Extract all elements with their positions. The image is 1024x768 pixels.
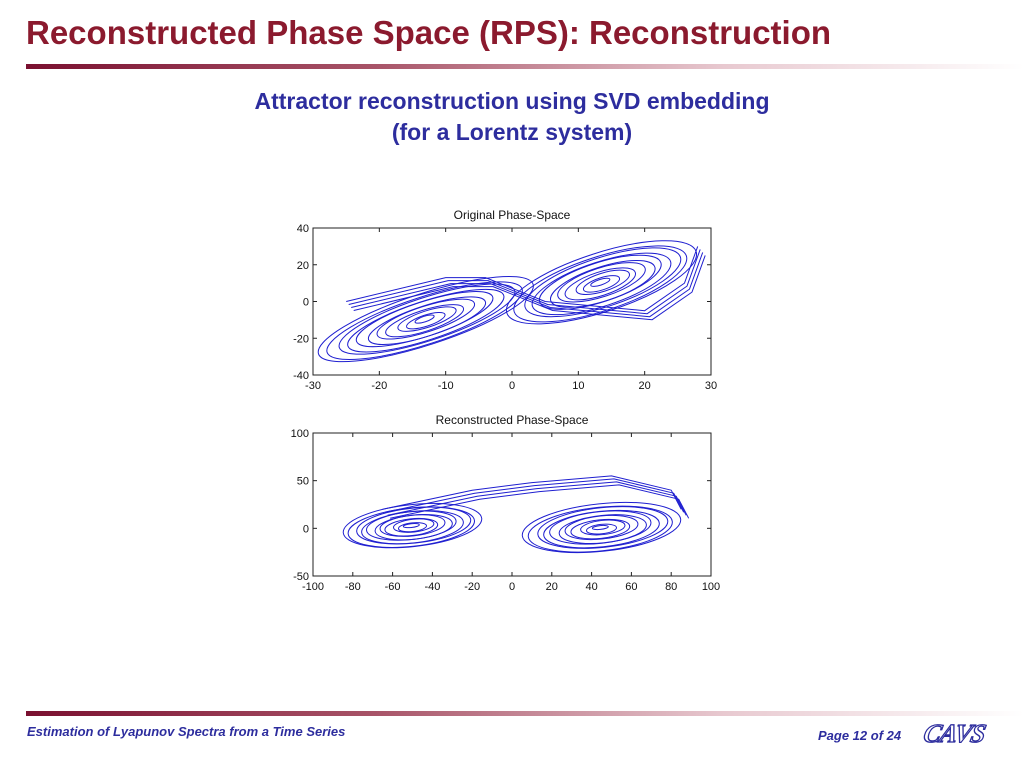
original-xtick-label-6: 30 [705, 380, 717, 392]
reconstructed-loop-1-0 [591, 524, 609, 531]
original-loop-1-9 [513, 245, 688, 323]
original-ytick-label-3: 20 [297, 260, 309, 272]
original-loop-0-10 [317, 276, 534, 363]
original-loop-1-10 [505, 240, 698, 325]
reconstructed-xtick-label-7: 40 [585, 581, 597, 593]
original-loop-1-8 [524, 247, 682, 318]
reconstructed-xtick-label-1: -80 [345, 581, 361, 593]
reconstructed-trajectory [342, 475, 690, 554]
original-bridge-strand-3 [353, 255, 706, 321]
reconstructed-xtick-label-4: -20 [464, 581, 480, 593]
original-xtick-label-2: -10 [438, 380, 454, 392]
reconstructed-ytick-label-1: 0 [303, 523, 309, 535]
original-bridge-strand-2 [351, 252, 704, 318]
reconstructed-loop-1-1 [585, 523, 618, 535]
subtitle-line-2: (for a Lorentz system) [391, 119, 633, 145]
reconstructed-xtick-label-5: 0 [509, 581, 515, 593]
original-loop-0-1 [406, 311, 446, 330]
reconstructed-loop-1-9 [527, 505, 673, 553]
original-ytick-label-4: 40 [297, 223, 309, 235]
original-xtick-label-1: -20 [371, 380, 387, 392]
footer-divider [26, 711, 1024, 716]
reconstructed-xtick-label-2: -60 [385, 581, 401, 593]
original-xtick-label-0: -30 [305, 380, 321, 392]
reconstructed-ytick-label-2: 50 [297, 476, 309, 488]
original-loop-0-8 [338, 283, 516, 355]
reconstructed-loop-1-7 [543, 509, 660, 549]
reconstructed-loop-0-10 [342, 502, 483, 549]
original-xtick-label-3: 0 [509, 380, 515, 392]
reconstructed-xtick-label-6: 20 [546, 581, 558, 593]
footer-presentation-title: Estimation of Lyapunov Spectra from a Ti… [27, 724, 346, 739]
original-loop-1-4 [557, 262, 646, 303]
subtitle-line-1: Attractor reconstruction using SVD embed… [254, 88, 770, 114]
original-loop-1-7 [531, 252, 672, 316]
reconstructed-bridge-strand-3 [389, 484, 690, 519]
reconstructed-loop-1-8 [537, 506, 669, 549]
slide-title: Reconstructed Phase Space (RPS): Reconst… [26, 14, 832, 51]
reconstructed-chart-title: Reconstructed Phase-Space [436, 413, 589, 427]
reconstructed-xtick-label-10: 100 [702, 581, 720, 593]
original-ytick-label-1: -20 [293, 333, 309, 345]
reconstructed-loop-1-3 [570, 518, 631, 540]
original-loop-0-3 [385, 304, 465, 338]
original-ytick-label-0: -40 [293, 370, 309, 382]
original-loop-1-3 [564, 267, 636, 301]
reconstructed-loop-0-0 [402, 523, 420, 529]
reconstructed-loop-0-2 [393, 518, 435, 533]
reconstructed-xtick-label-0: -100 [302, 581, 324, 593]
slide-subtitle: Attractor reconstruction using SVD embed… [0, 86, 1024, 148]
original-xtick-label-5: 20 [639, 380, 651, 392]
reconstructed-ytick-label-0: -50 [293, 571, 309, 583]
cavs-logo: CAVS [920, 718, 988, 748]
original-loop-1-1 [582, 275, 621, 293]
title-divider [26, 64, 1024, 69]
original-bridge-strand-1 [348, 249, 701, 315]
original-chart-title: Original Phase-Space [454, 208, 571, 222]
original-trajectory [317, 240, 706, 363]
original-bridge-strand-0 [346, 246, 699, 312]
original-loop-1-6 [538, 254, 662, 310]
reconstructed-loop-1-2 [580, 519, 626, 536]
original-chart-group: Original Phase-Space -30 -20 -10 0 10 20 30 -40 -… [293, 208, 717, 392]
reconstructed-loop-0-1 [397, 522, 428, 533]
reconstructed-xtick-label-8: 60 [625, 581, 637, 593]
original-loop-1-0 [590, 277, 611, 287]
reconstructed-chart-group: Reconstructed Phase-Space -100 -80 -60 -40 -2… [291, 413, 721, 593]
original-loop-0-0 [414, 314, 435, 324]
original-ytick-label-2: 0 [303, 297, 309, 309]
original-loop-1-2 [575, 269, 630, 295]
page-number: Page 12 of 24 [818, 728, 902, 743]
original-loop-0-2 [397, 306, 457, 332]
original-xtick-label-4: 10 [572, 380, 584, 392]
original-loop-0-7 [347, 288, 505, 353]
reconstructed-xtick-label-3: -40 [424, 581, 440, 593]
original-loop-0-4 [376, 298, 476, 340]
reconstructed-ytick-label-3: 100 [291, 428, 309, 440]
reconstructed-xtick-label-9: 80 [665, 581, 677, 593]
reconstructed-loop-1-10 [521, 501, 682, 554]
